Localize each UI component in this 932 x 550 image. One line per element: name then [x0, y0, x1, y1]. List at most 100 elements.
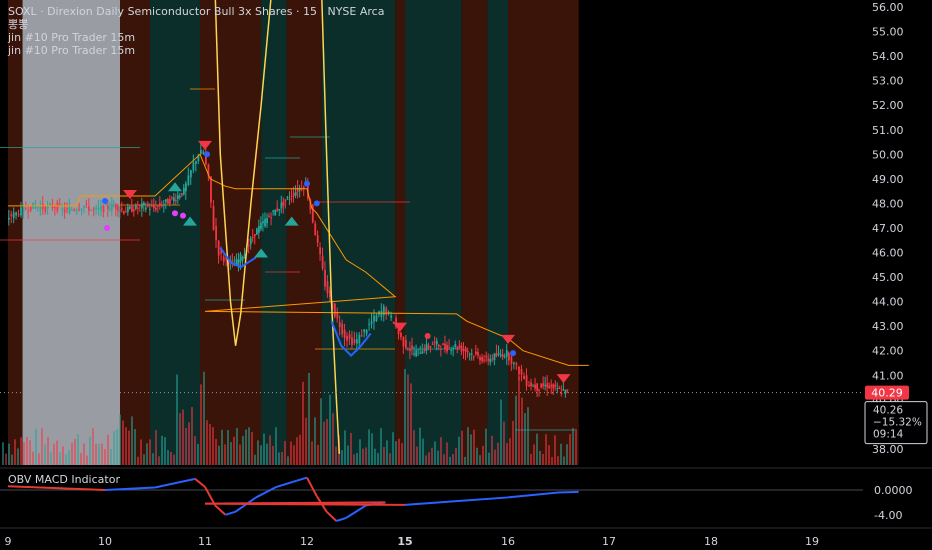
candle-body [437, 344, 440, 347]
candle-body [566, 389, 569, 391]
candle-body [491, 358, 494, 360]
candle-body [456, 347, 459, 350]
sell-signal-4[interactable] [556, 374, 571, 384]
volume-bar [50, 451, 52, 465]
candle-body [427, 345, 430, 348]
session-band-9 [405, 0, 462, 465]
candle-body [417, 348, 420, 350]
signal-dot-4[interactable] [510, 350, 517, 357]
chart-title[interactable]: SOXL · Direxion Daily Semiconductor Bull… [8, 5, 385, 18]
candle-body [107, 205, 109, 209]
candle-body [111, 203, 113, 210]
candle-body [200, 150, 202, 155]
buy-signal-1[interactable] [183, 216, 197, 226]
volume-bar [389, 453, 391, 465]
volume-bar [245, 429, 247, 465]
volume-bar [551, 456, 553, 465]
signal-dot-5[interactable] [172, 210, 178, 217]
candle-body [85, 203, 88, 205]
volume-bar [365, 447, 367, 465]
volume-bar [188, 422, 190, 465]
signal-dot-8[interactable] [424, 332, 431, 339]
buy-signal-0[interactable] [168, 182, 182, 192]
sell-signal-2[interactable] [393, 322, 408, 332]
volume-bar [563, 456, 565, 465]
candle-body [256, 228, 258, 235]
candle-body [12, 212, 15, 219]
candle-body [314, 223, 317, 236]
volume-bar [326, 419, 328, 465]
candle-body [253, 234, 256, 237]
legend-line-4[interactable]: jin #10 Pro Trader 15m [8, 44, 136, 57]
signal-dot-3[interactable] [313, 200, 320, 207]
legend-line-3[interactable]: jin #10 Pro Trader 15m [8, 31, 136, 44]
last-price-tag [865, 385, 909, 400]
candle-body [375, 315, 378, 322]
volume-bar [548, 445, 550, 465]
volume-bar [164, 437, 166, 465]
trailing-stop-line [8, 153, 589, 366]
volume-bar [116, 429, 118, 465]
volume-bar [278, 452, 280, 465]
candle-body [360, 335, 363, 337]
price-tick-11: 45.00 [872, 271, 904, 284]
volume-bar [386, 440, 388, 465]
candle-body [326, 281, 329, 294]
candle-body [8, 217, 10, 220]
volume-bar [143, 454, 145, 465]
legend-line-2[interactable]: 뽕뽕 [8, 18, 29, 31]
candle-body [202, 151, 205, 154]
time-tick-7: 18 [704, 535, 718, 548]
signal-dot-6[interactable] [180, 212, 186, 219]
candle-body [165, 199, 167, 202]
candle-body [187, 175, 190, 186]
volume-bar [56, 440, 58, 465]
volume-bar [488, 452, 490, 465]
volume-bar [206, 420, 208, 465]
price-tick-2: 54.00 [872, 50, 904, 63]
volume-bar [89, 436, 91, 465]
price-tick-10: 46.00 [872, 247, 904, 260]
volume-bar [344, 430, 346, 465]
session-band-7 [321, 0, 396, 465]
volume-bar [566, 444, 568, 465]
candle-body [92, 208, 95, 210]
volume-bar [170, 451, 172, 465]
volume-bar [464, 456, 466, 465]
candle-body [78, 208, 81, 210]
obv-title[interactable]: OBV MACD Indicator [8, 473, 120, 486]
candle-body [149, 208, 151, 210]
buy-signal-3[interactable] [284, 216, 299, 226]
candle-body [127, 206, 129, 213]
sell-signal-1[interactable] [198, 140, 212, 150]
volume-bar [482, 445, 484, 465]
candle-body [173, 197, 175, 202]
candle-body [546, 383, 549, 388]
candle-body [477, 352, 479, 356]
signal-dot-2[interactable] [304, 180, 310, 187]
volume-bar [404, 369, 406, 465]
obv-tick-0: 0.0000 [874, 484, 913, 497]
obv-segment [345, 504, 367, 519]
time-axis: 9 10 11 12 15 16 17 18 19 [0, 527, 932, 548]
volume-bar [185, 427, 187, 465]
candle-body [131, 205, 133, 212]
obv-segment [255, 486, 277, 499]
sell-signal-0[interactable] [123, 190, 137, 200]
obv-pane: 0.0000 -4.00 [0, 467, 932, 522]
candle-body [34, 205, 37, 209]
signal-dot-0[interactable] [102, 197, 108, 204]
candle-body [460, 345, 463, 352]
price-tick-13: 43.00 [872, 320, 904, 333]
buy-signal-2[interactable] [254, 248, 269, 258]
candle-body [280, 202, 283, 209]
price-info-price: 40.26 [873, 405, 903, 417]
signal-dot-7[interactable] [104, 224, 110, 231]
volume-bar [251, 432, 253, 465]
signal-dot-1[interactable] [204, 151, 211, 158]
price-tick-5: 51.00 [872, 124, 904, 137]
candle-body [145, 207, 147, 210]
sell-signal-3[interactable] [501, 334, 515, 344]
